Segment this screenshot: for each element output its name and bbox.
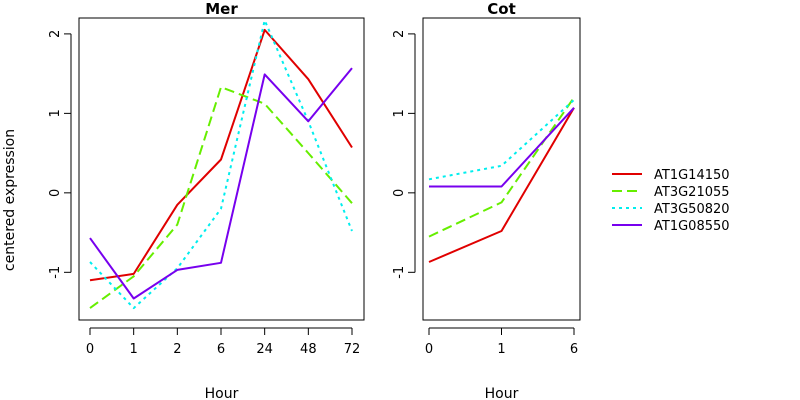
y-axis: -1 0 1 2 bbox=[48, 30, 72, 279]
x-tick-label: 6 bbox=[570, 342, 578, 357]
legend-item: AT1G08550 bbox=[612, 219, 730, 234]
x-tick-label: 0 bbox=[86, 342, 94, 357]
y-tick-label: -1 bbox=[48, 266, 63, 279]
chart-panels: Mer 0 1 2 6 24 48 72 Hour -1 0 1 2 Cot 0 1 6 Hour -1 0 1 2 bbox=[48, 0, 581, 400]
series-line-at3g21055 bbox=[428, 96, 575, 238]
panel-title: Mer bbox=[205, 0, 238, 18]
panel-mer: Mer 0 1 2 6 24 48 72 Hour -1 0 1 2 bbox=[48, 0, 365, 400]
series-line-at1g08550 bbox=[89, 67, 353, 300]
y-tick-label: 1 bbox=[48, 109, 63, 117]
x-axis: 0 1 6 bbox=[425, 327, 578, 357]
panel-title: Cot bbox=[487, 0, 515, 18]
x-axis-label: Hour bbox=[205, 386, 239, 400]
x-tick-label: 1 bbox=[130, 342, 138, 357]
series-line-at3g50820 bbox=[89, 19, 353, 310]
legend-label: AT1G08550 bbox=[654, 219, 730, 234]
legend-label: AT1G14150 bbox=[654, 168, 730, 183]
legend-label: AT3G50820 bbox=[654, 202, 730, 217]
x-tick-label: 2 bbox=[173, 342, 181, 357]
series-line-at3g21055 bbox=[89, 86, 353, 309]
y-tick-label: 2 bbox=[392, 30, 407, 38]
y-tick-label: 0 bbox=[48, 189, 63, 197]
legend-item: AT1G14150 bbox=[612, 168, 730, 183]
x-axis: 0 1 2 6 24 48 72 bbox=[86, 327, 361, 357]
y-axis: -1 0 1 2 bbox=[392, 30, 416, 279]
legend-label: AT3G21055 bbox=[654, 185, 730, 200]
x-tick-label: 0 bbox=[425, 342, 433, 357]
x-tick-label: 72 bbox=[344, 342, 361, 357]
x-tick-label: 6 bbox=[217, 342, 225, 357]
plot-frame bbox=[422, 17, 581, 321]
x-axis-label: Hour bbox=[485, 386, 519, 400]
legend-item: AT3G21055 bbox=[612, 185, 730, 200]
legend-item: AT3G50820 bbox=[612, 202, 730, 217]
series-line-at1g14150 bbox=[89, 28, 353, 282]
y-tick-label: 2 bbox=[48, 30, 63, 38]
y-axis-label: centered expression bbox=[2, 129, 18, 271]
series-line-at1g14150 bbox=[428, 107, 575, 263]
series-line-at3g50820 bbox=[428, 99, 575, 181]
x-tick-label: 1 bbox=[497, 342, 505, 357]
y-tick-label: 0 bbox=[392, 189, 407, 197]
plot-frame bbox=[78, 17, 365, 321]
y-tick-label: -1 bbox=[392, 266, 407, 279]
legend: AT1G14150 AT3G21055 AT3G50820 AT1G08550 bbox=[612, 168, 730, 234]
x-tick-label: 48 bbox=[300, 342, 317, 357]
y-tick-label: 1 bbox=[392, 109, 407, 117]
x-tick-label: 24 bbox=[256, 342, 273, 357]
series-line-at1g08550 bbox=[429, 107, 575, 188]
panel-cot: Cot 0 1 6 Hour -1 0 1 2 bbox=[392, 0, 581, 400]
